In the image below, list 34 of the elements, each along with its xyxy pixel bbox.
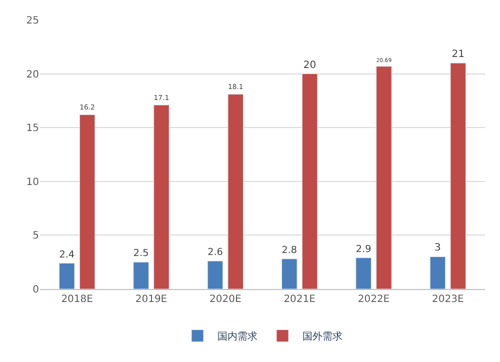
bar [207,260,224,289]
bar [302,74,318,289]
bar [450,62,466,289]
bar [430,256,446,289]
data-label: 20 [303,60,316,71]
bar [376,66,392,289]
y-tick-label: 15 [26,123,39,134]
y-tick-label: 10 [26,176,39,188]
x-tick-label: 2020E [210,294,242,305]
data-label: 2.9 [356,244,372,255]
bar [154,104,170,289]
data-label: 2.4 [59,249,75,260]
legend-label: 国内需求 [218,330,258,343]
bar [79,114,96,289]
bar [356,258,372,289]
y-tick-label: 0 [32,284,39,296]
y-tick-label: 20 [26,69,39,80]
x-tick-label: 2021E [284,294,316,305]
bar [133,262,149,289]
bar [281,258,298,289]
bar [58,262,75,289]
y-tick-label: 5 [32,230,39,242]
data-label: 2.5 [133,248,149,260]
x-tick-label: 2023E [432,294,464,305]
data-label: 3 [434,242,441,254]
x-tick-label: 2022E [358,294,390,305]
y-tick-label: 25 [26,16,39,26]
x-tick-label: 2019E [135,294,168,305]
data-label: 2.6 [208,247,223,258]
data-label: 21 [452,49,464,60]
legend-label: 国外需求 [302,330,342,343]
x-tick-label: 2018E [61,294,93,305]
data-label: 2.8 [282,244,298,256]
bar [228,94,244,289]
